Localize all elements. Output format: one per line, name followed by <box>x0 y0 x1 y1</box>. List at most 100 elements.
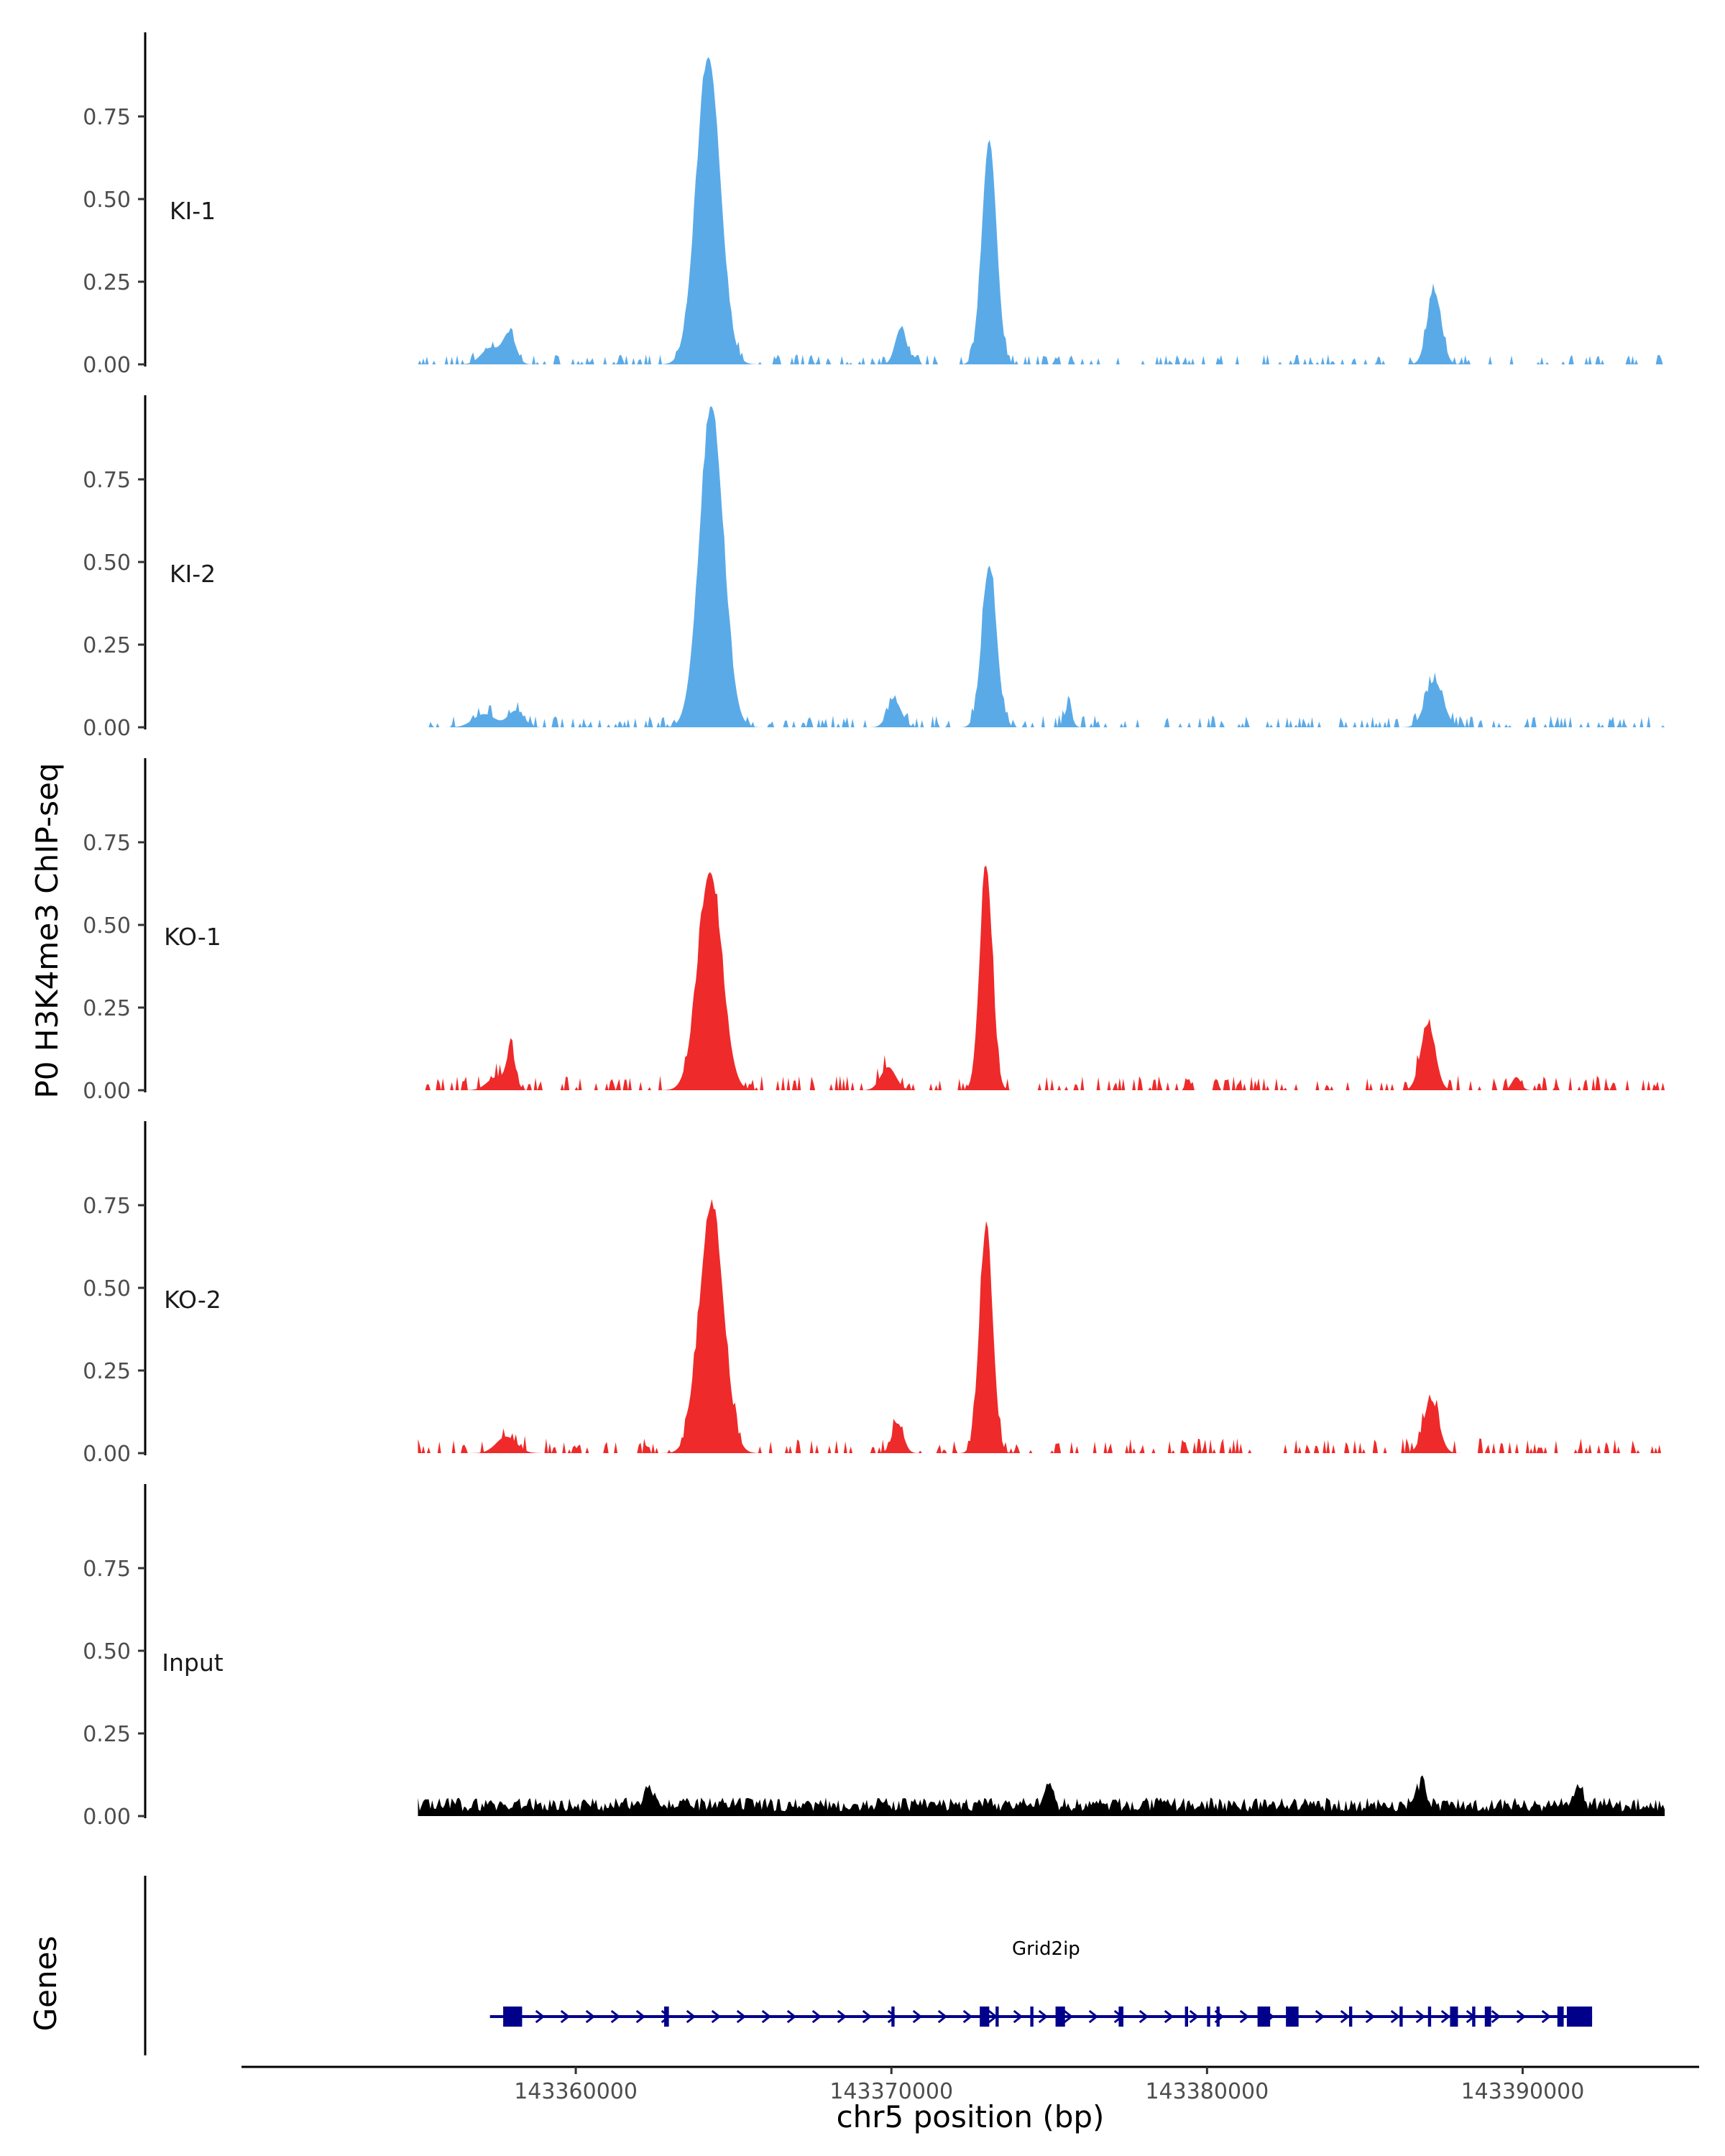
strand-chevron <box>1013 2009 1024 2024</box>
strand-chevron <box>937 2009 948 2024</box>
y-tick-label: 0.00 <box>83 353 131 378</box>
track-label: KI-1 <box>170 197 216 225</box>
signal-area-ki-1 <box>418 57 1665 364</box>
signal-area-ki-2 <box>418 406 1665 727</box>
strand-chevron <box>686 2009 696 2024</box>
strand-chevron <box>1189 2009 1200 2024</box>
signal-area-input <box>418 1775 1665 1816</box>
track-ki-2: 0.00 0.25 0.50 0.75 KI-2 <box>83 395 1665 741</box>
gene-exon <box>1472 2007 1476 2027</box>
y-tick-label: 0.00 <box>83 1805 131 1830</box>
gene-exon <box>891 2007 895 2027</box>
y-tick-label: 0.25 <box>83 996 131 1021</box>
gene-exon <box>995 2007 999 2027</box>
strand-chevron <box>962 2009 973 2024</box>
x-tick-label: 143370000 <box>829 2079 953 2104</box>
gene-exon <box>1184 2007 1188 2027</box>
track-input: 0.00 0.25 0.50 0.75 Input <box>83 1484 1665 1830</box>
signal-tracks: 0.00 0.25 0.50 0.75 KI-1 0.00 0.25 0.50 0.75 KI-2… <box>83 32 1665 1830</box>
strand-chevron <box>761 2009 772 2024</box>
track-label: KO-2 <box>164 1286 221 1314</box>
strand-chevron <box>1088 2009 1099 2024</box>
strand-chevron <box>1440 2009 1451 2024</box>
y-tick-label: 0.75 <box>83 105 131 130</box>
strand-chevron <box>1415 2009 1426 2024</box>
gene-name-label: Grid2ip <box>1012 1938 1080 1960</box>
y-tick-label: 0.75 <box>83 1194 131 1219</box>
strand-chevron <box>736 2009 747 2024</box>
x-tick-label: 143380000 <box>1145 2079 1269 2104</box>
gene-track: Grid2ip <box>144 1876 1593 2055</box>
y-tick-label: 0.00 <box>83 1079 131 1104</box>
track-ko-1: 0.00 0.25 0.50 0.75 KO-1 <box>83 758 1665 1104</box>
gene-exon <box>503 2007 523 2027</box>
gene-exon <box>1450 2007 1458 2027</box>
y-tick-label: 0.25 <box>83 1359 131 1384</box>
strand-chevron <box>887 2009 898 2024</box>
track-ko-2: 0.00 0.25 0.50 0.75 KO-2 <box>83 1121 1665 1467</box>
strand-chevron <box>661 2009 671 2024</box>
strand-chevron <box>1038 2009 1049 2024</box>
strand-chevron <box>711 2009 722 2024</box>
gene-exon <box>1484 2007 1491 2027</box>
gene-exon <box>980 2007 990 2027</box>
x-axis-title: chr5 position (bp) <box>837 2099 1105 2134</box>
y-tick-label: 0.25 <box>83 633 131 658</box>
gene-exon <box>1348 2007 1353 2027</box>
strand-chevron <box>1315 2009 1325 2024</box>
gene-exon <box>1216 2007 1220 2027</box>
strand-chevron <box>1164 2009 1174 2024</box>
y-tick-label: 0.25 <box>83 270 131 295</box>
strand-chevron <box>1516 2009 1527 2024</box>
gene-exon <box>1566 2007 1593 2027</box>
strand-chevron <box>837 2009 847 2024</box>
strand-chevron <box>1239 2009 1250 2024</box>
strand-chevron <box>1491 2009 1501 2024</box>
y-tick-label: 0.50 <box>83 1276 131 1302</box>
y-tick-label: 0.75 <box>83 831 131 856</box>
strand-chevron <box>912 2009 923 2024</box>
gene-exon <box>1399 2007 1403 2027</box>
gene-exon <box>1118 2007 1123 2027</box>
signal-area-ko-1 <box>418 865 1665 1090</box>
strand-chevron <box>1365 2009 1376 2024</box>
strand-chevron <box>585 2009 596 2024</box>
y-tick-label: 0.00 <box>83 1442 131 1467</box>
gene-exon <box>1557 2007 1564 2027</box>
track-label: KO-1 <box>164 923 221 951</box>
strand-chevron <box>1340 2009 1351 2024</box>
y-tick-label: 0.50 <box>83 188 131 213</box>
strand-chevron <box>786 2009 797 2024</box>
y-tick-label: 0.50 <box>83 550 131 576</box>
strand-chevron <box>1138 2009 1149 2024</box>
y-axis-title: P0 H3K4me3 ChIP-seq <box>29 763 65 1098</box>
y-tick-label: 0.00 <box>83 716 131 741</box>
x-axis: 143360000 143370000 143380000 143390000 <box>242 2065 1699 2104</box>
strand-chevron <box>535 2009 546 2024</box>
strand-chevron <box>1541 2009 1552 2024</box>
strand-chevron <box>1063 2009 1074 2024</box>
strand-chevron <box>1390 2009 1401 2024</box>
gene-exon <box>664 2007 669 2027</box>
gene-exon <box>1055 2007 1065 2027</box>
y-tick-label: 0.50 <box>83 913 131 939</box>
gene-exon <box>1207 2007 1210 2027</box>
strand-chevron <box>610 2009 621 2024</box>
strand-chevron <box>560 2009 571 2024</box>
x-tick-label: 143360000 <box>514 2079 638 2104</box>
gene-exon <box>1286 2007 1299 2027</box>
x-tick-label: 143390000 <box>1461 2079 1585 2104</box>
strand-chevron <box>862 2009 873 2024</box>
gene-exon <box>1427 2007 1432 2027</box>
strand-chevron <box>811 2009 822 2024</box>
strand-chevron <box>635 2009 646 2024</box>
gene-exon <box>1257 2007 1271 2027</box>
y-tick-label: 0.50 <box>83 1639 131 1664</box>
y-tick-label: 0.75 <box>83 468 131 493</box>
y-tick-label: 0.75 <box>83 1557 131 1582</box>
gene-exon <box>1030 2007 1034 2027</box>
track-ki-1: 0.00 0.25 0.50 0.75 KI-1 <box>83 32 1665 378</box>
signal-area-ko-2 <box>418 1199 1665 1453</box>
genes-track-title: Genes <box>28 1936 63 2032</box>
